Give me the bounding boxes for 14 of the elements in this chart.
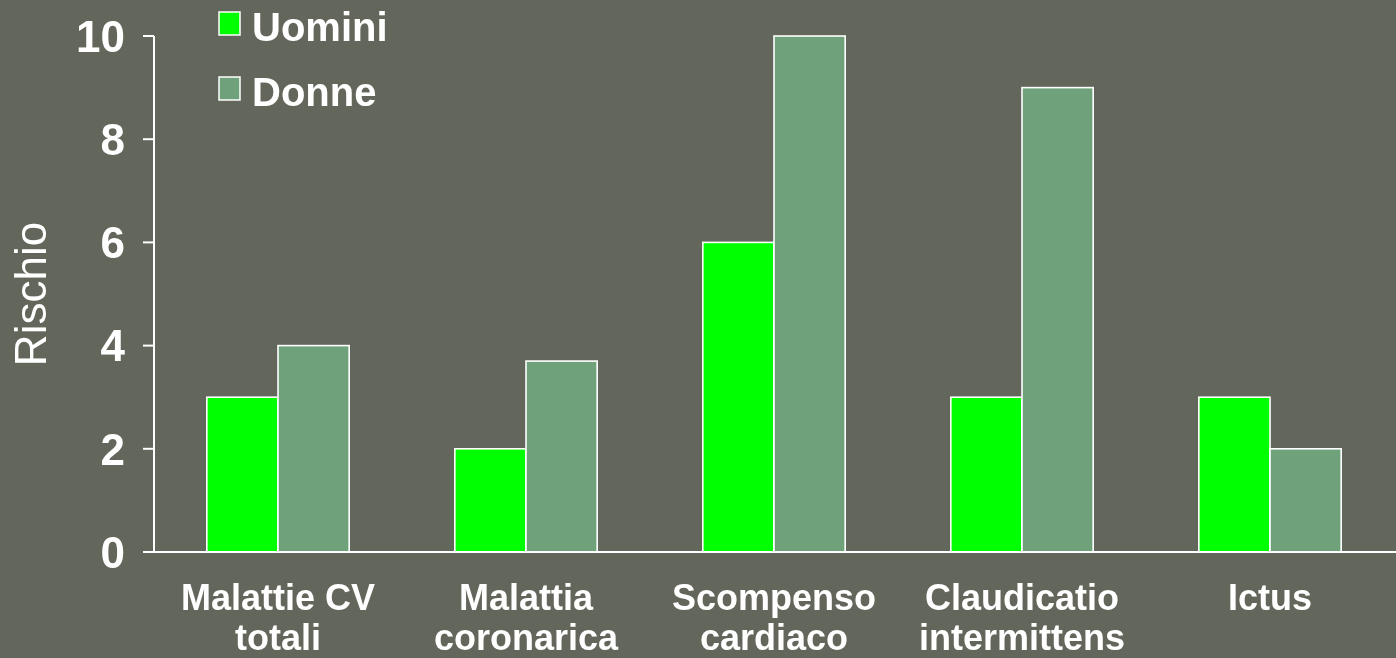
legend-label: Uomini bbox=[252, 5, 388, 49]
y-tick-label: 4 bbox=[100, 321, 126, 371]
y-tick-label: 6 bbox=[100, 218, 125, 268]
legend-label: Donne bbox=[252, 70, 377, 114]
x-tick-label: Malattia coronarica bbox=[433, 577, 620, 658]
x-tick-label: Scompenso cardiaco bbox=[671, 577, 877, 658]
y-tick-label: 2 bbox=[100, 424, 125, 474]
y-axis-title: Rischio bbox=[6, 221, 55, 367]
y-tick-label: 8 bbox=[100, 115, 125, 165]
y-tick-label: 10 bbox=[76, 11, 125, 61]
x-tick-label: Malattie CV totali bbox=[180, 577, 376, 658]
y-tick-label: 0 bbox=[100, 527, 125, 577]
x-tick-label: Claudicatio intermittens bbox=[918, 577, 1126, 658]
x-tick-label: Ictus bbox=[1227, 577, 1313, 618]
